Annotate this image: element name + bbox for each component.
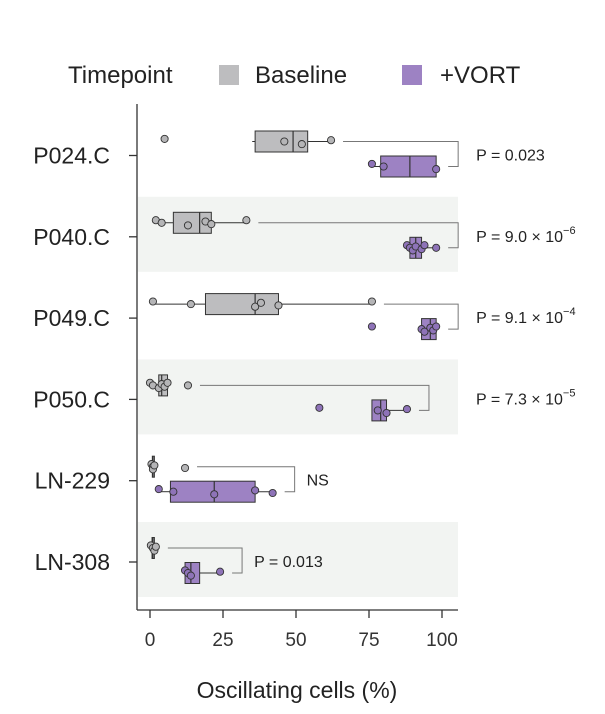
baseline-box — [160, 130, 336, 153]
data-point — [148, 297, 157, 306]
row-band — [138, 196, 458, 272]
baseline-box — [148, 293, 376, 316]
data-point — [180, 463, 190, 473]
data-point — [268, 488, 277, 498]
row-band — [138, 522, 458, 597]
significance-bracket — [167, 547, 243, 574]
data-point — [186, 571, 195, 580]
vort-box — [315, 399, 412, 422]
category-label: P049.C — [33, 305, 110, 331]
bracket-line — [383, 303, 459, 330]
x-tick-label: 100 — [426, 630, 458, 651]
legend-title: Timepoint — [68, 62, 173, 89]
box-iqr — [204, 293, 279, 316]
data-point — [379, 162, 388, 171]
data-point — [420, 327, 429, 336]
data-point — [256, 298, 266, 307]
data-point — [207, 220, 216, 229]
vort-box — [367, 318, 441, 341]
p-value-label: P = 9.1 × 10−4 — [476, 306, 575, 327]
data-point — [280, 137, 289, 146]
p-value-label: P = 9.0 × 10−6 — [476, 225, 575, 246]
data-point — [251, 302, 260, 311]
baseline-box — [146, 537, 160, 559]
significance-bracket — [258, 222, 459, 249]
p-value-label: NS — [307, 473, 329, 490]
p-value-exponent: −4 — [563, 306, 576, 318]
axes: P024.C P040.C P049.C P050.C LN-229 LN-308 0 25 5… — [33, 104, 458, 651]
baseline-box — [145, 374, 193, 397]
p-value-exponent: −6 — [563, 225, 576, 237]
plot-area: P = 0.023 P = 9.0 × 10−6 P = 9.1 × 10−4 P =… — [145, 130, 576, 584]
bracket-line — [199, 384, 430, 411]
legend-label-vort: +VORT — [440, 62, 521, 89]
category-label: P024.C — [33, 143, 110, 169]
category-label: LN-308 — [35, 549, 110, 575]
vort-box — [402, 236, 441, 259]
x-tick-label: 50 — [285, 630, 306, 651]
p-value-label: P = 7.3 × 10−5 — [476, 387, 575, 408]
bracket-line — [258, 222, 459, 249]
x-tick-label: 0 — [145, 630, 156, 651]
x-axis-title: Oscillating cells (%) — [197, 677, 398, 703]
data-point — [169, 487, 178, 496]
x-tick-label: 25 — [212, 630, 233, 651]
data-point — [160, 134, 169, 143]
vort-box — [180, 562, 225, 584]
vort-box — [154, 480, 277, 503]
significance-bracket — [199, 384, 430, 411]
box-iqr — [380, 155, 437, 178]
significance-bracket — [383, 303, 459, 330]
data-point — [432, 165, 441, 174]
category-label: P050.C — [33, 386, 110, 412]
p-value-label: P = 0.023 — [476, 148, 545, 165]
data-point — [242, 216, 251, 225]
category-label: P040.C — [33, 224, 110, 250]
data-point — [367, 297, 376, 306]
significance-bracket — [343, 141, 459, 167]
data-point — [373, 406, 382, 415]
data-point — [420, 241, 429, 250]
baseline-box — [147, 455, 190, 478]
data-point — [251, 486, 260, 495]
bracket-line — [197, 466, 296, 493]
category-label: LN-229 — [35, 468, 110, 494]
row-band — [138, 359, 458, 435]
p-value-exponent: −5 — [563, 387, 576, 399]
data-point — [216, 567, 225, 576]
data-point — [154, 485, 163, 494]
data-point — [432, 322, 441, 331]
data-point — [274, 301, 283, 310]
baseline-box — [151, 211, 251, 234]
data-point — [382, 408, 391, 418]
p-value-label: P = 0.013 — [254, 554, 323, 571]
legend: Timepoint Baseline +VORT — [68, 62, 521, 89]
data-point — [157, 218, 166, 227]
data-point — [315, 403, 324, 412]
data-point — [151, 542, 160, 551]
data-point — [402, 405, 412, 414]
legend-swatch-baseline — [219, 65, 239, 85]
data-point — [163, 378, 172, 387]
row-bands — [138, 196, 458, 597]
legend-swatch-vort — [402, 65, 422, 85]
vort-box — [367, 155, 441, 178]
data-point — [150, 461, 159, 470]
data-point — [326, 136, 336, 145]
legend-label-baseline: Baseline — [255, 62, 347, 89]
data-point — [297, 140, 306, 149]
significance-bracket — [197, 466, 296, 493]
data-point — [210, 490, 219, 499]
data-point — [432, 243, 441, 252]
data-point — [367, 322, 376, 331]
data-point — [183, 381, 193, 390]
x-tick-label: 75 — [358, 630, 379, 651]
data-point — [367, 159, 376, 168]
bracket-line — [343, 141, 459, 167]
bracket-line — [167, 547, 243, 574]
data-point — [183, 221, 193, 230]
data-point — [186, 300, 195, 309]
